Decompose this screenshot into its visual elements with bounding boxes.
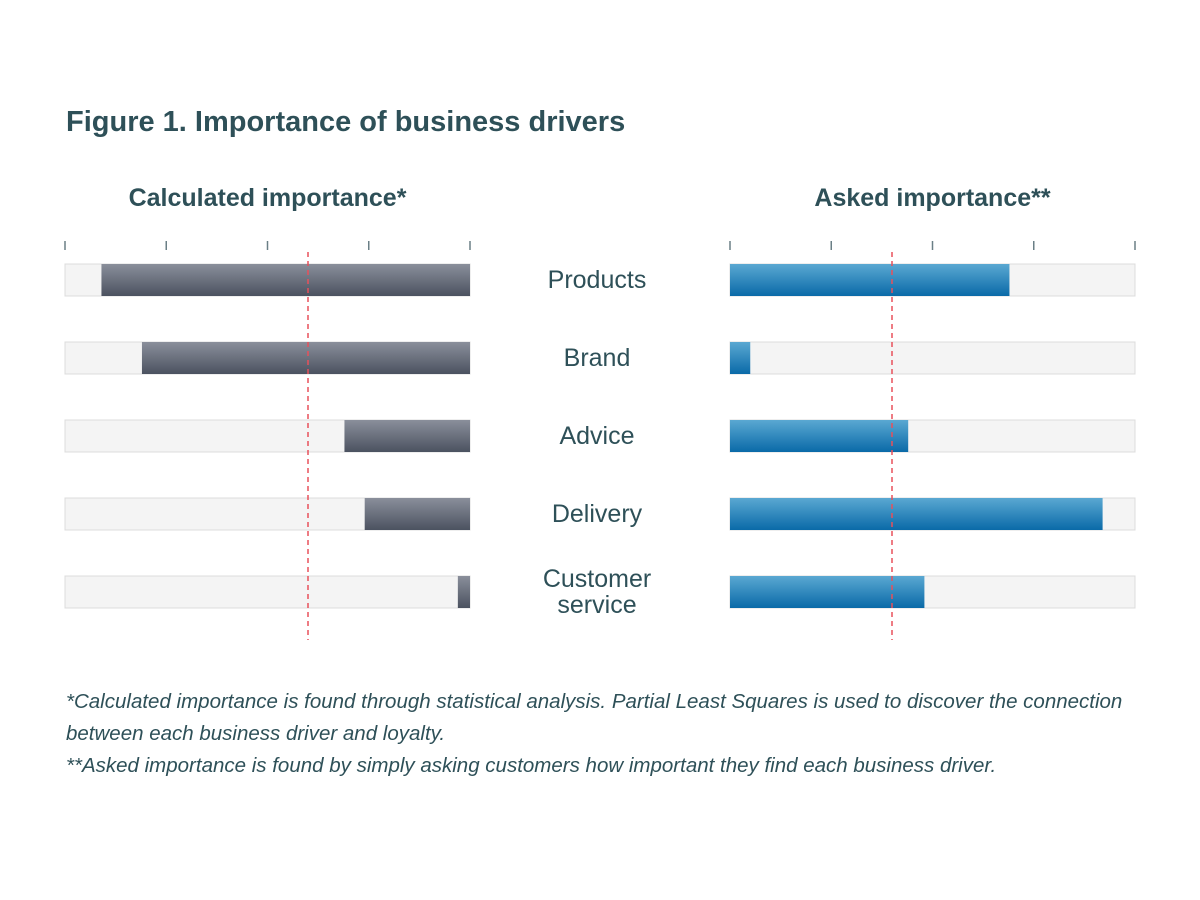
left-chart-title: Calculated importance* <box>128 184 407 212</box>
category-label: Customer service <box>542 565 652 619</box>
bar-delivery <box>730 498 1103 530</box>
bar-brand <box>141 342 470 374</box>
right-chart-title: Asked importance** <box>814 184 1051 212</box>
bar-track <box>64 575 471 609</box>
bar-products <box>730 264 1010 296</box>
category-label: Delivery <box>551 500 643 528</box>
category-label: Brand <box>563 344 631 372</box>
bar-advice <box>730 420 909 452</box>
bar-brand <box>730 342 751 374</box>
category-label: Products <box>547 266 647 294</box>
category-label: Advice <box>559 422 635 450</box>
bar-products <box>101 264 470 296</box>
bar-advice <box>344 420 470 452</box>
bar-track <box>729 341 1136 375</box>
figure-title: Figure 1. Importance of business drivers <box>66 106 626 138</box>
footnote-calculated: *Calculated importance is found through … <box>66 690 1123 745</box>
bar-customer-service <box>457 576 470 608</box>
bar-customer-service <box>730 576 925 608</box>
bar-delivery <box>364 498 470 530</box>
footnote-asked: **Asked importance is found by simply as… <box>66 754 997 777</box>
